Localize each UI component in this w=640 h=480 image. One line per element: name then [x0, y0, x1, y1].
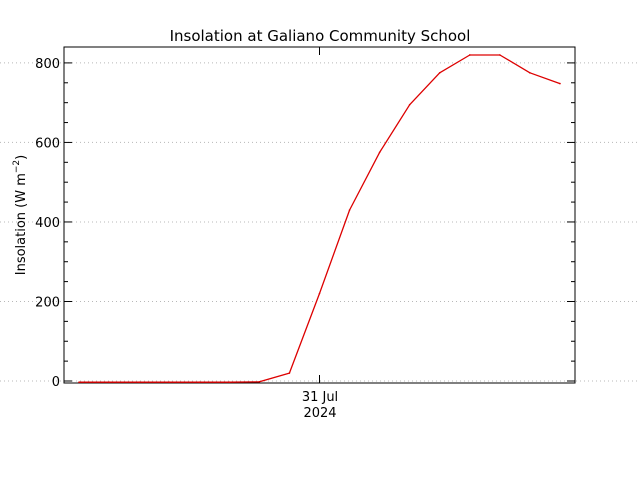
y-tick-labels: 0 200 400 600 800	[35, 57, 60, 390]
data-point	[78, 381, 80, 384]
data-point	[529, 72, 531, 74]
data-point	[378, 151, 381, 154]
x-tick-label-year: 2024	[303, 406, 336, 421]
y-axis-label-main: Insolation (W m	[14, 173, 29, 275]
data-point	[108, 381, 110, 384]
data-point	[499, 54, 501, 56]
data-point	[559, 82, 561, 85]
y-tick-label: 0	[52, 375, 60, 390]
data-point	[438, 72, 441, 74]
y-axis-label-close: )	[14, 155, 29, 160]
data-point	[288, 372, 291, 374]
y-tick-label: 800	[35, 57, 60, 72]
data-point	[168, 381, 171, 384]
y-tick-label: 400	[35, 216, 60, 231]
data-point	[348, 209, 351, 211]
data-point	[198, 381, 201, 384]
y-tick-label: 600	[35, 136, 60, 151]
data-point	[408, 103, 411, 106]
x-tick-label-date: 31 Jul	[302, 390, 338, 405]
y-tick-label: 200	[35, 295, 60, 310]
axis-ticks	[64, 47, 575, 383]
data-point	[318, 292, 321, 295]
y-axis-label: Insolation (W m−2)	[12, 155, 29, 276]
y-axis-label-superscript: −2	[12, 160, 22, 173]
data-point	[228, 381, 231, 384]
grid-lines	[0, 62, 640, 382]
series-group	[78, 54, 561, 384]
data-point	[258, 381, 261, 383]
insolation-series-line	[79, 54, 561, 383]
data-point	[468, 54, 471, 56]
plot-frame	[63, 46, 576, 384]
chart-title: Insolation at Galiano Community School	[170, 27, 471, 45]
data-point	[138, 381, 140, 384]
